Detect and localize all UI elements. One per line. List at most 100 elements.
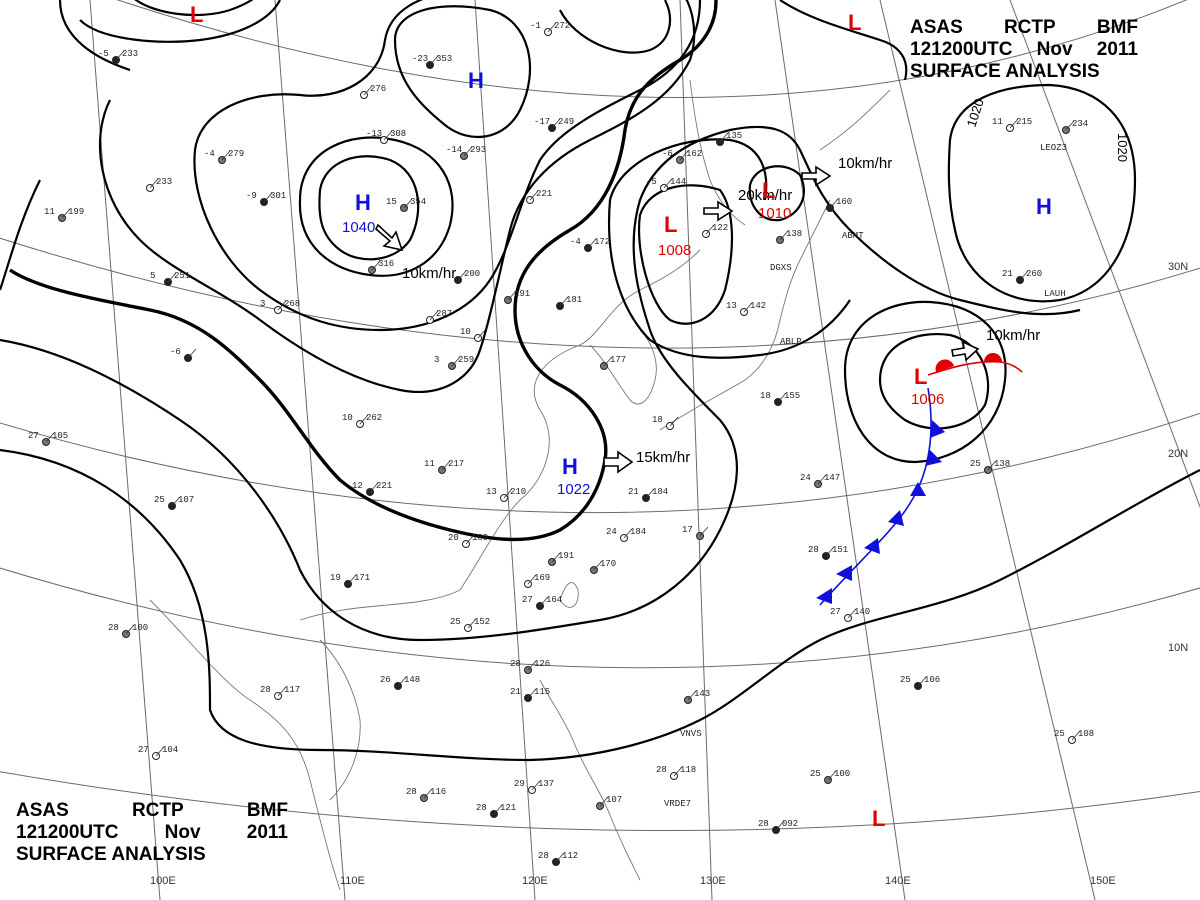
station-plot: 10 262 [342,413,382,428]
station-temperature: 10 [342,413,353,423]
lon-label: 130E [700,875,726,887]
coast-kuril [819,89,891,151]
meridian-130e [679,0,713,900]
station-temperature: 27 [522,595,533,605]
station-wind-barb [61,208,71,219]
station-wind-barb [441,460,451,471]
isobar-thick-1 [9,0,718,542]
station-plot: 27 105 [28,431,68,446]
cold-front [816,387,945,606]
station-wind-barb [603,356,613,367]
station-pressure: 144 [670,177,686,187]
coast-indochina [149,599,341,891]
station-pressure: 184 [652,487,668,497]
title-product: SURFACE ANALYSIS [16,844,206,865]
station-pressure: 301 [270,191,286,201]
station-plot: 25 107 [154,495,194,510]
station-pressure: 107 [606,795,622,805]
station-temperature: 5 [150,271,155,281]
station-plot: 221 [526,189,552,204]
station-wind-barb [743,302,753,313]
station-temperature: -6 [170,347,181,357]
station-pressure: 234 [1072,119,1088,129]
station-pressure: 260 [1026,269,1042,279]
station-temperature: 25 [1054,729,1065,739]
station-wind-barb [277,686,287,697]
station-temperature: 28 [538,851,549,861]
station-temperature: 27 [28,431,39,441]
station-pressure: 279 [228,149,244,159]
station-plot: 28 116 [406,787,446,802]
cold-front-barb [910,482,926,496]
station-wind-barb [125,624,135,635]
lon-label: 110E [340,875,365,887]
latitude-labels: 30N 20N 10N [1168,261,1188,654]
station-temperature: -14 [446,145,462,155]
station-temperature: -9 [246,191,257,201]
station-plot: 191 [504,289,530,304]
motion-arrow-l1010 [801,165,832,187]
station-temperature: -4 [204,149,215,159]
station-temperature: 25 [970,459,981,469]
station-wind-barb [397,676,407,687]
station-pressure: 142 [750,301,766,311]
station-plot: 13 142 [726,301,766,316]
station-id-label: LEOZ3 [1040,143,1067,153]
chart-title-top: ASAS RCTP BMF 121200UTC Nov 2011 SURFACE ANA… [910,17,1138,83]
station-pressure: 140 [854,607,870,617]
station-pressure: 268 [284,299,300,309]
station-temperature: 13 [486,487,497,497]
station-plot: 24 184 [606,527,646,542]
station-temperature: 28 [260,685,271,695]
meridian-100e [89,0,161,900]
station-id-labels: ABLP ABMT DGXS VNVS VRDE7 LEOZ3 LAUH [664,143,1067,809]
station-wind-barb [539,596,549,607]
motion-arrow-h1040 [375,223,404,252]
station-plot: 170 [590,559,616,574]
cold-front-barb [888,510,904,526]
station-pressure: 276 [370,84,386,94]
low-symbol: L [190,2,203,27]
title-code: BMF [1096,17,1138,38]
meridian-150e [879,0,1096,900]
cold-front-barb [864,538,880,554]
station-plot: 18 155 [760,391,800,406]
station-temperature: 26 [380,675,391,685]
station-temperature: 27 [138,745,149,755]
station-wind-barb [705,224,715,235]
station-plot: 27 104 [138,745,178,760]
station-temperature: -6 [662,149,673,159]
title-code: BMF [246,800,288,821]
station-wind-barb [149,178,159,189]
station-plot: 18 [652,415,679,430]
station-wind-barb [187,348,197,359]
isobar-mid-1 [193,0,702,332]
station-pressure: 143 [694,689,710,699]
isobar-top-right [779,0,908,81]
station-pressure: 210 [510,487,526,497]
warm-front-lobe [935,359,954,372]
station-plot: 25 138 [970,459,1010,474]
station-plot: 10 [460,327,487,342]
station-temperature: 13 [726,301,737,311]
station-plot: 233 [146,177,172,192]
station-wind-barb [171,496,181,507]
station-plot: -14 293 [446,145,486,160]
station-plot: 26 148 [380,675,420,690]
title-time: 121200UTC [16,822,119,843]
high-symbol: H [562,454,578,479]
station-plot: 25 108 [1054,729,1094,744]
station-temperature: 3 [434,355,439,365]
station-id-label: ABMT [842,231,864,241]
station-wind-barb [1065,120,1075,131]
station-wind-barb [527,688,537,699]
station-wind-barb [551,118,561,129]
station-temperature: 28 [406,787,417,797]
station-temperature: 24 [606,527,617,537]
isobar-h1040-outer [298,136,454,277]
station-wind-barb [551,552,561,563]
station-plot: 122 [702,223,728,238]
station-plot: 13 210 [486,487,526,502]
high-pressure-value: 1040 [342,219,375,236]
station-wind-barb [167,272,177,283]
